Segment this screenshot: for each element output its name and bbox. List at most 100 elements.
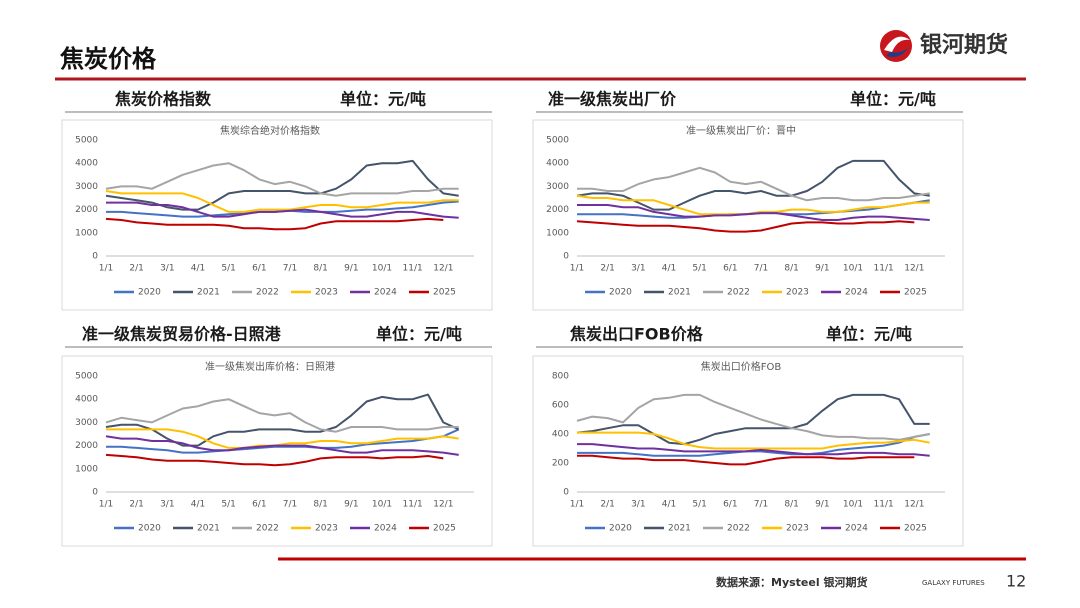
legend-label: 2023 [315,288,338,298]
x-tick-label: 10/1 [372,264,392,274]
y-tick-label: 400 [552,430,569,440]
y-tick-label: 3000 [546,182,569,192]
x-tick-label: 2/1 [600,500,614,510]
x-tick-label: 10/1 [843,264,863,274]
series-line [106,201,459,219]
x-tick-label: 10/1 [843,500,863,510]
legend-label: 2022 [727,288,750,298]
panel-unit: 单位：元/吨 [376,325,462,344]
chart-frame [532,355,964,547]
chart-title: 准一级焦炭出厂价：晋中 [686,124,796,137]
x-tick-label: 6/1 [252,500,266,510]
legend-label: 2020 [138,288,161,298]
series-line [576,393,930,441]
x-tick-label: 3/1 [631,500,645,510]
brand: GALAXY FUTURES [922,579,985,587]
series-line [577,166,930,202]
x-tick-label: 8/1 [784,264,798,274]
x-tick-label: 12/1 [904,264,924,274]
chart-frame [61,119,493,311]
legend-label: 2022 [727,524,750,534]
x-tick-label: 5/1 [692,264,706,274]
logo-text: 银河期货 [920,32,1008,58]
series-line [577,199,930,219]
chart-frame [61,355,493,547]
x-tick-label: 12/1 [433,264,453,274]
x-tick-label: 4/1 [191,500,205,510]
y-tick-label: 5000 [546,136,569,146]
y-tick-label: 600 [552,401,569,411]
x-tick-label: 10/1 [372,500,392,510]
x-tick-label: 3/1 [631,264,645,274]
x-tick-label: 3/1 [160,500,174,510]
legend-label: 2021 [197,524,220,534]
logo-icon [880,30,912,62]
panel-title: 准一级焦炭贸易价格-日照港 [82,325,282,344]
legend-label: 2024 [845,524,868,534]
x-tick-label: 7/1 [754,500,768,510]
y-tick-label: 0 [92,488,98,498]
x-tick-label: 4/1 [662,264,676,274]
series-line [105,435,459,456]
legend-label: 2025 [904,524,927,534]
y-tick-label: 4000 [75,159,98,169]
x-tick-label: 11/1 [403,500,423,510]
x-tick-label: 9/1 [815,264,829,274]
x-tick-label: 2/1 [600,264,614,274]
x-tick-label: 12/1 [433,500,453,510]
y-tick-label: 1000 [75,464,98,474]
legend-label: 2025 [433,524,456,534]
x-tick-label: 12/1 [904,500,924,510]
chart-title: 焦炭综合绝对价格指数 [220,124,320,137]
legend-label: 2022 [256,288,279,298]
legend-label: 2024 [374,288,397,298]
legend-label: 2023 [786,288,809,298]
source: 数据来源：Mysteel 银河期货 [716,575,867,589]
x-tick-label: 5/1 [221,500,235,510]
y-tick-label: 1000 [546,228,569,238]
legend-label: 2020 [609,524,632,534]
x-tick-label: 9/1 [344,500,358,510]
y-tick-label: 800 [552,372,569,382]
legend-label: 2021 [668,524,691,534]
series-line [106,428,459,449]
series-line [105,398,459,433]
panel-title: 准一级焦炭出厂价 [548,90,677,109]
legend-label: 2021 [668,288,691,298]
x-tick-label: 7/1 [754,264,768,274]
x-tick-label: 1/1 [570,264,584,274]
series-line [577,431,930,450]
page-title: 焦炭价格 [60,45,157,73]
x-tick-label: 2/1 [129,264,143,274]
series-line [106,428,460,454]
x-tick-label: 11/1 [403,264,423,274]
x-tick-label: 5/1 [221,264,235,274]
series-line [105,190,459,213]
x-tick-label: 7/1 [283,264,297,274]
x-tick-label: 1/1 [99,500,113,510]
legend-label: 2025 [433,288,456,298]
x-tick-label: 11/1 [874,500,894,510]
panel-unit: 单位：元/吨 [826,325,912,344]
x-tick-label: 9/1 [815,500,829,510]
y-tick-label: 0 [563,488,569,498]
y-tick-label: 2000 [75,205,98,215]
panel-title: 焦炭出口FOB价格 [569,325,704,344]
x-tick-label: 5/1 [692,500,706,510]
legend-label: 2020 [609,288,632,298]
series-line [105,453,444,467]
y-tick-label: 5000 [75,372,98,382]
chart-frame [532,119,964,311]
series-line [576,220,915,233]
x-tick-label: 1/1 [570,500,584,510]
x-tick-label: 2/1 [129,500,143,510]
panel-unit: 单位：元/吨 [850,90,936,109]
y-tick-label: 2000 [75,441,98,451]
x-tick-label: 7/1 [283,500,297,510]
panel-title: 焦炭价格指数 [114,90,212,109]
x-tick-label: 9/1 [344,264,358,274]
legend-label: 2024 [845,288,868,298]
series-line [576,393,930,446]
series-line [577,204,930,221]
